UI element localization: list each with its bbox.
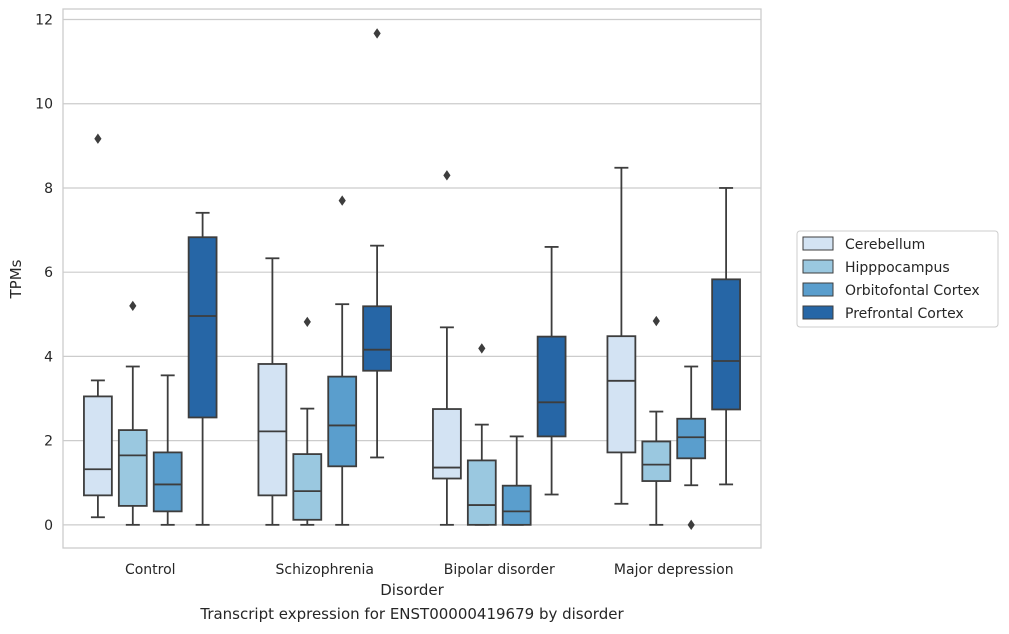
legend-swatch (802, 259, 834, 274)
iqr-box (152, 451, 183, 513)
outlier-point (338, 195, 346, 206)
legend-frame (796, 230, 999, 328)
iqr-box (117, 429, 148, 507)
iqr-box (327, 375, 358, 468)
y-tick-label: 12 (35, 13, 53, 29)
box-2-0 (432, 170, 462, 526)
box-3-3 (711, 187, 741, 486)
box-3-1 (641, 315, 672, 526)
iqr-box (536, 335, 567, 438)
y-tick-labels: 0 2 4 6 8 10 12 (35, 13, 53, 534)
box-1-3 (362, 28, 392, 459)
x-axis-label: Disorder (380, 581, 444, 599)
iqr-box (292, 453, 323, 521)
outlier-point (478, 343, 486, 354)
box-series (83, 28, 741, 531)
iqr-box (187, 236, 218, 419)
legend: Cerebellum Hipppocampus Orbitofontal Corte… (796, 230, 999, 328)
box-2-1 (466, 343, 497, 526)
box-0-3 (187, 211, 218, 526)
y-tick-label: 0 (44, 518, 53, 534)
iqr-box (606, 335, 637, 454)
outlier-point (94, 133, 102, 144)
iqr-box (362, 305, 392, 372)
y-tick-label: 2 (44, 434, 53, 450)
y-tick-label: 8 (44, 181, 53, 197)
box-1-0 (257, 257, 288, 526)
box-0-2 (152, 374, 183, 526)
iqr-box (466, 459, 497, 526)
x-tick-label: Schizophrenia (276, 562, 374, 578)
outlier-point (652, 315, 660, 327)
x-tick-label: Major depression (614, 562, 734, 578)
y-tick-label: 6 (44, 265, 53, 281)
chart-caption: Transcript expression for ENST0000041967… (200, 605, 624, 623)
legend-swatch (802, 305, 834, 320)
iqr-box (676, 417, 707, 460)
legend-swatch (802, 236, 834, 251)
x-tick-labels: Control Schizophrenia Bipolar disorder Majo… (125, 562, 734, 578)
legend-label: Cerebellum (845, 237, 925, 253)
legend-label: Orbitofontal Cortex (845, 283, 980, 299)
outlier-point (303, 316, 311, 328)
outlier-point (687, 519, 695, 531)
box-2-3 (536, 246, 567, 496)
legend-swatch (802, 282, 834, 297)
iqr-box (641, 440, 672, 482)
plot-frame (62, 8, 762, 549)
iqr-box (257, 363, 288, 497)
x-tick-label: Control (125, 562, 176, 578)
y-tick-label: 10 (35, 97, 53, 113)
iqr-box (501, 484, 532, 526)
y-axis-label: TPMs (7, 259, 25, 299)
box-0-1 (117, 300, 148, 526)
box-3-2 (676, 365, 707, 531)
iqr-box (711, 278, 741, 411)
box-2-2 (501, 435, 532, 526)
legend-label: Prefrontal Cortex (845, 306, 964, 322)
outlier-point (129, 300, 137, 312)
box-0-0 (83, 133, 113, 519)
outlier-point (373, 28, 381, 39)
x-tick-label: Bipolar disorder (444, 562, 555, 578)
box-3-0 (606, 166, 637, 505)
box-1-2 (327, 195, 358, 526)
box-1-1 (292, 316, 323, 526)
y-grid (63, 18, 761, 526)
outlier-point (443, 170, 451, 181)
iqr-box (83, 395, 113, 497)
legend-label: Hipppocampus (845, 260, 950, 276)
y-tick-label: 4 (44, 349, 53, 365)
